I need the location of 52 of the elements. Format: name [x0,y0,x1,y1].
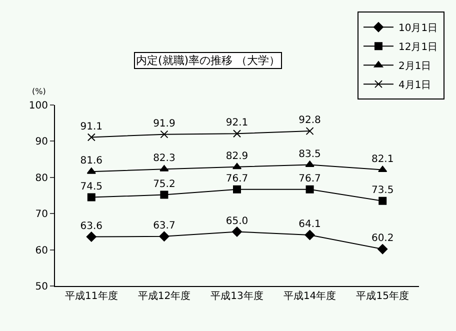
data-label: 74.5 [80,181,103,192]
x-tick-label: 平成14年度 [283,290,336,302]
data-label: 82.3 [153,153,176,164]
point [87,193,96,202]
x-tick-label: 平成13年度 [210,290,264,302]
point [304,230,315,240]
point [86,232,96,242]
x-tick-label: 平成15年度 [356,290,409,302]
data-label: 60.2 [371,233,394,244]
legend-label: 10月1日 [398,22,438,34]
data-label: 73.5 [371,185,394,196]
legend-label: 2月1日 [398,60,432,72]
point [160,190,168,199]
point [159,231,170,242]
data-label: 63.6 [80,220,103,232]
data-label: 63.7 [153,220,176,232]
point [306,185,314,194]
data-label: 83.5 [298,148,321,160]
data-label: 91.9 [153,118,176,130]
chart-title: 内定(就職)率の推移 （大学） [136,54,280,67]
data-label: 92.1 [226,118,248,129]
y-axis-title: (%) [32,87,46,96]
data-label: 91.1 [80,121,103,132]
legend-label: 4月1日 [398,80,432,91]
x-tick-label: 平成12年度 [138,290,191,302]
data-label: 75.2 [153,178,176,190]
point [378,196,387,205]
data-label: 64.1 [298,219,321,230]
point [232,226,242,237]
x-tick-label: 平成11年度 [65,290,118,302]
data-label: 76.7 [298,173,321,184]
y-tick-label: 100 [28,100,48,112]
data-label: 81.6 [80,156,103,167]
data-label: 82.9 [226,151,248,162]
y-tick-label: 80 [35,172,48,184]
y-tick-label: 60 [35,245,48,256]
point [378,244,388,254]
point [233,185,241,194]
point [378,166,388,172]
point [87,133,96,142]
point [233,130,241,138]
point [306,127,314,136]
data-label: 82.1 [371,154,394,165]
data-label: 65.0 [226,216,248,227]
point [160,130,168,138]
y-tick-label: 90 [35,136,48,148]
data-label: 92.8 [298,115,321,126]
point [232,162,242,170]
legend-label: 12月1日 [398,42,438,53]
data-label: 76.7 [226,173,248,184]
y-tick-label: 70 [35,209,48,220]
y-tick-label: 50 [35,282,48,292]
